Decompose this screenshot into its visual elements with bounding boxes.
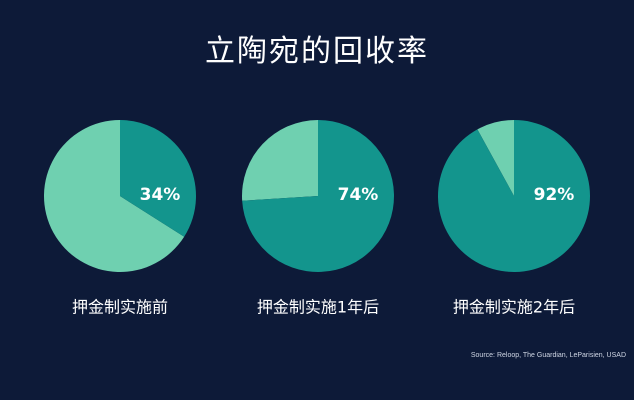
pie-slice-not-recycled xyxy=(43,119,185,272)
pie-value-label: 34% xyxy=(140,185,181,205)
pie-slice-recycled xyxy=(438,120,591,272)
pie-slice-recycled xyxy=(120,120,196,237)
pie-chart-3: 92% 押金制实施2年后 xyxy=(438,120,591,317)
pie-value-label: 74% xyxy=(338,185,379,205)
pie-chart-1: 34% 押金制实施前 xyxy=(43,119,196,317)
pie-category-label: 押金制实施前 xyxy=(72,298,168,317)
pie-chart-2: 74% 押金制实施1年后 xyxy=(242,120,395,317)
chart-title: 立陶宛的回收率 xyxy=(205,34,429,69)
pie-slice-not-recycled xyxy=(242,120,318,201)
pie-slice-not-recycled xyxy=(477,120,514,196)
pie-category-label: 押金制实施2年后 xyxy=(453,298,575,317)
source-note: Source: Reloop, The Guardian, LeParisien… xyxy=(470,352,626,359)
pie-category-label: 押金制实施1年后 xyxy=(257,298,379,317)
pie-slice-recycled xyxy=(242,120,395,272)
pie-value-label: 92% xyxy=(534,185,575,205)
